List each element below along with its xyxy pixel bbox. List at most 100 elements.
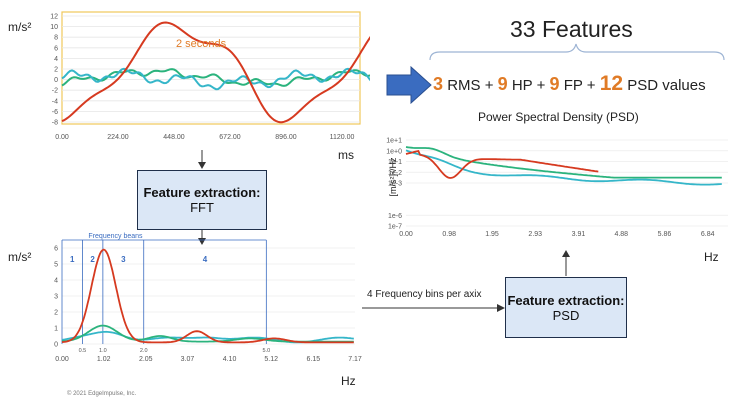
series-green-line [61, 68, 531, 87]
psd-x-tick-label: 4.88 [614, 231, 628, 238]
psd-count: 12 [599, 72, 624, 95]
psd-cyan-line [405, 149, 722, 186]
frequency-beans-label: Frequency beans [88, 233, 143, 240]
psd-chart-ylabel: [m/s²]²/Hz [388, 157, 398, 197]
fft-x-tick-label: 7.17 [348, 356, 362, 363]
psd-chart-title: Power Spectral Density (PSD) [478, 110, 639, 124]
time-x-tick-label: 224.00 [107, 134, 129, 141]
psd-y-tick-label: 1e-7 [388, 224, 402, 231]
bins-note: 4 Frequency bins per axix [367, 289, 482, 300]
time-x-tick-label: 672.00 [219, 134, 241, 141]
psd-x-tick-label: 0.98 [442, 231, 456, 238]
time-y-tick-label: -2 [52, 88, 58, 95]
features-formula: 3 RMS + 9 HP + 9 FP + 12 PSD values [433, 72, 706, 96]
psd-y-tick-label: 1e+0 [386, 148, 402, 155]
fft-x-tick-label: 6.15 [307, 356, 321, 363]
time-chart-xlabel: ms [338, 148, 354, 162]
bin-number: 2 [90, 255, 95, 264]
fft-y-tick-label: 3 [54, 294, 58, 301]
plus-sign: + [484, 77, 494, 94]
psd-x-tick-label: 1.95 [485, 231, 499, 238]
fft-box-title: Feature extraction: [143, 185, 261, 200]
psd-chart: 1e+1 1e+0 1e-1 1e-2 1e-3 1e-6 1e-7 0.00 0.98 1.9… [370, 128, 740, 268]
features-brace [429, 43, 725, 61]
time-chart-frame [61, 11, 361, 125]
rms-count: 3 [433, 74, 444, 94]
fft-x-tick-label: 4.10 [223, 356, 237, 363]
fp-count: 9 [549, 74, 560, 94]
psd-x-tick-label: 5.86 [658, 231, 672, 238]
psd-x-tick-label: 6.84 [701, 231, 715, 238]
fft-y-tick-label: 1 [54, 326, 58, 333]
psd-box-title: Feature extraction: [507, 292, 625, 308]
time-y-tick-label: 0 [54, 77, 58, 84]
time-x-tick-label: 448.00 [163, 134, 185, 141]
psd-x-tick-label: 3.91 [572, 231, 586, 238]
psd-x-tick-label: 2.93 [528, 231, 542, 238]
two-seconds-annotation: 2 seconds [176, 38, 227, 50]
fft-x-tick-label: 5.12 [264, 356, 278, 363]
arrow-right-to-psd [362, 304, 505, 312]
copyright-text: © 2021 EdgeImpulse, Inc. [67, 391, 137, 397]
bin-number: 4 [203, 255, 208, 264]
psd-chart-xlabel: Hz [704, 250, 719, 264]
arrow-down-to-fft [198, 150, 206, 169]
fft-x-tick-label: 3.07 [181, 356, 195, 363]
psd-label: PSD values [627, 77, 706, 94]
bin-number: 3 [121, 255, 126, 264]
plus-sign: + [586, 77, 596, 94]
psd-feature-extraction-box: Feature extraction: PSD [505, 277, 627, 338]
fft-x-tick-label: 0.00 [55, 356, 69, 363]
fft-x-tick-label: 1.02 [97, 356, 111, 363]
time-y-tick-label: 4 [54, 56, 58, 63]
fft-y-tick-label: 4 [54, 278, 58, 285]
fft-chart-ylabel: m/s² [8, 250, 32, 264]
psd-x-tick-label: 0.00 [399, 231, 413, 238]
hp-count: 9 [497, 74, 508, 94]
fft-x-tick-label: 2.05 [139, 356, 153, 363]
fft-y-tick-label: 0 [54, 342, 58, 349]
time-x-tick-label: 0.00 [55, 134, 69, 141]
time-chart-ylabel: m/s² [8, 20, 32, 34]
psd-plot: 1e+1 1e+0 1e-1 1e-2 1e-3 1e-6 1e-7 0.00 0.98 1.9… [386, 138, 728, 238]
plus-sign: + [536, 77, 546, 94]
bin-edge-label: 2.0 [140, 348, 148, 354]
psd-y-tick-label: 1e-3 [388, 181, 402, 188]
psd-box-subtitle: PSD [552, 307, 580, 323]
time-domain-chart: 12 10 8 6 4 2 0 -2 -4 -6 -8 0.00 224.00 448.00 672.00… [0, 0, 531, 165]
fft-red-line [61, 248, 354, 344]
bin-edge-label: 0.5 [79, 348, 87, 354]
fp-label: FP [563, 77, 583, 94]
rms-label: RMS [447, 77, 481, 94]
fft-y-tick-label: 5 [54, 262, 58, 269]
psd-green-line [405, 146, 722, 179]
big-blue-arrow [386, 66, 432, 104]
fft-chart-xlabel: Hz [341, 374, 356, 388]
time-y-tick-label: -6 [52, 109, 58, 116]
time-y-tick-label: 12 [50, 14, 58, 21]
fft-y-tick-label: 2 [54, 310, 58, 317]
time-y-tick-label: 2 [54, 67, 58, 74]
arrow-up-to-psd-chart [562, 250, 570, 276]
time-x-tick-label: 1120.00 [330, 134, 355, 141]
time-y-tick-label: -8 [52, 120, 58, 127]
bin-edge-label: 5.0 [262, 348, 270, 354]
fft-box-subtitle: FFT [190, 200, 214, 215]
psd-y-tick-label: 1e-2 [388, 170, 402, 177]
time-y-tick-label: 10 [50, 24, 58, 31]
psd-y-tick-label: 1e+1 [386, 138, 402, 145]
psd-y-tick-label: 1e-1 [388, 159, 402, 166]
fft-y-tick-label: 6 [54, 246, 58, 253]
bin-edge-label: 1.0 [99, 348, 107, 354]
time-x-tick-label: 896.00 [275, 134, 297, 141]
features-title: 33 Features [510, 16, 633, 42]
hp-label: HP [511, 77, 533, 94]
time-y-tick-label: 8 [54, 35, 58, 42]
psd-red-line [405, 149, 599, 179]
time-y-tick-label: 6 [54, 45, 58, 52]
fft-feature-extraction-box: Feature extraction: FFT [137, 170, 267, 230]
time-domain-plot: 12 10 8 6 4 2 0 -2 -4 -6 -8 0.00 224.00 448.00 672.00… [50, 11, 531, 141]
psd-y-tick-label: 1e-6 [388, 213, 402, 220]
